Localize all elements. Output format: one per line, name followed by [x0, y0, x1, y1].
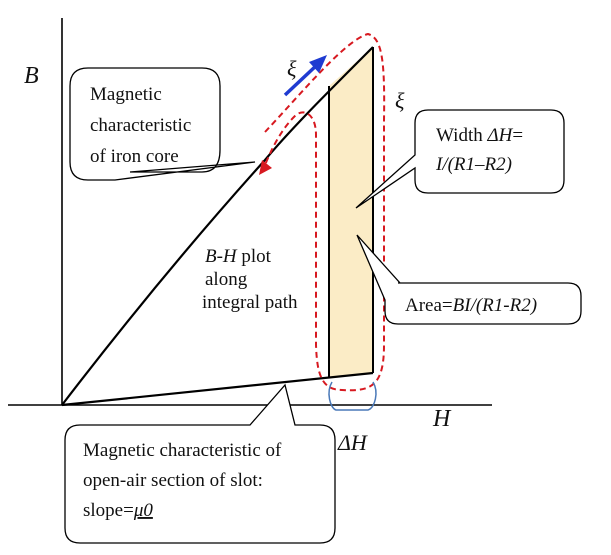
callout-open-air-line2: open-air section of slot: [83, 470, 263, 491]
y-axis-label: B [24, 63, 39, 89]
xi-symbol-right: ξ [395, 88, 405, 113]
callout-area: Area=BI/(R1-R2) [356, 234, 582, 325]
bh-plot-var: B-H [205, 246, 238, 267]
shaded-area-region [329, 47, 373, 377]
callout-iron-core-line1: Magnetic [90, 84, 162, 105]
callout-width-line1: Width ΔH= [436, 125, 523, 146]
slope-mu: μ0 [133, 500, 154, 521]
open-air-line [61, 371, 374, 407]
callout-open-air-bubble [64, 383, 336, 544]
iron-core-curve [61, 46, 374, 406]
callout-area-bubble [356, 234, 582, 325]
bh-plot-line3: integral path [202, 292, 298, 313]
bh-plot-label: B-H plot [205, 246, 272, 267]
callout-iron-core-line2: characteristic [90, 115, 191, 136]
area-formula: BI/(R1-R2) [453, 295, 537, 316]
slope-prefix: slope= [83, 500, 134, 521]
callout-area-text: Area=BI/(R1-R2) [405, 295, 537, 316]
bh-plot-line2: along [205, 269, 248, 290]
width-var: ΔH [486, 125, 513, 146]
callout-open-air-line3: slope=μ0 [83, 500, 153, 521]
width-suffix: = [512, 125, 523, 146]
blue-direction-arrow [283, 62, 320, 97]
blue-arrowhead [309, 55, 327, 73]
callout-width-line2: I/(R1–R2) [435, 154, 512, 175]
bh-plot-suffix: plot [237, 246, 272, 267]
red-arrowhead [259, 160, 272, 175]
callout-width-bubble [355, 109, 565, 209]
width-prefix: Width [436, 125, 487, 146]
callout-open-air-line1: Magnetic characteristic of [83, 440, 282, 461]
axes: B H [8, 18, 492, 432]
xi-symbol-upper: ξ [287, 56, 297, 81]
x-axis-label: H [432, 406, 452, 432]
delta-h-label: ΔH [337, 430, 368, 455]
callout-iron-core-bubble [69, 67, 256, 181]
callout-width: Width ΔH= I/(R1–R2) [355, 109, 565, 209]
callout-iron-core-line3: of iron core [90, 146, 179, 167]
area-prefix: Area= [405, 295, 453, 316]
callout-iron-core: Magnetic characteristic of iron core [69, 67, 256, 181]
delta-h-bracket [328, 381, 377, 411]
callout-open-air: Magnetic characteristic of open-air sect… [64, 383, 336, 544]
integral-path-loop [264, 32, 386, 392]
